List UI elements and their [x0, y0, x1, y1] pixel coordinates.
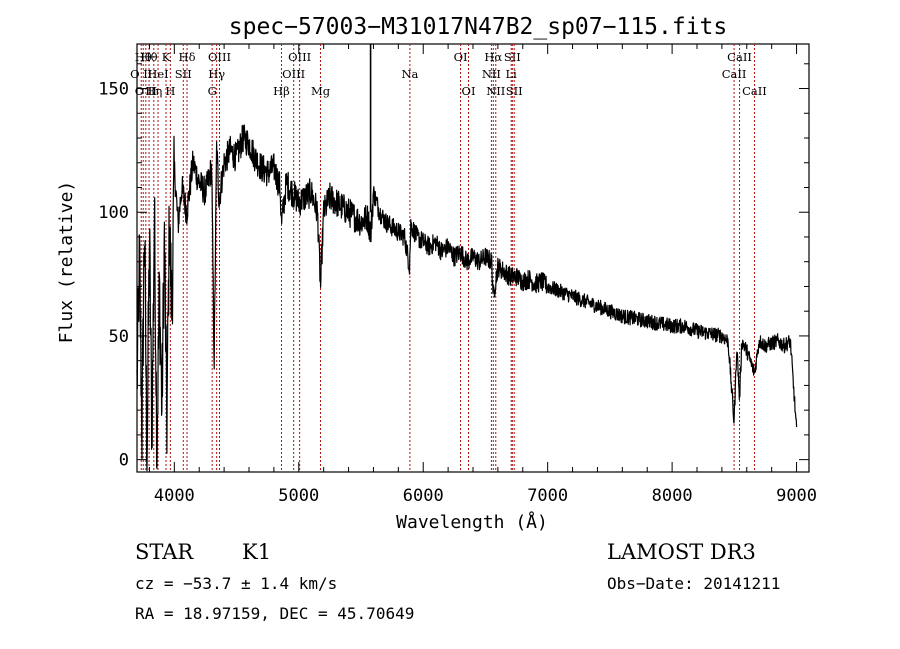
y-axis-label: Flux (relative) — [56, 181, 77, 344]
y-tick-label: 150 — [98, 80, 129, 100]
line-label: O II — [130, 67, 152, 81]
line-label: Hθ — [135, 50, 152, 64]
axis-ticks — [137, 44, 809, 472]
line-label: O II — [135, 84, 157, 98]
line-label: Hγ — [208, 67, 225, 81]
line-label: OIII — [208, 50, 231, 64]
line-label: SII — [504, 50, 521, 64]
x-tick-label: 9000 — [776, 486, 817, 506]
flux-series-line — [136, 124, 798, 472]
y-tick-label: 0 — [119, 451, 129, 471]
line-label: CaII — [727, 50, 752, 64]
line-label: Hθ — [141, 50, 158, 64]
redshift-velocity: cz = −53.7 ± 1.4 km/s — [135, 574, 338, 593]
line-label: K — [162, 50, 171, 64]
x-tick-label: 8000 — [652, 486, 693, 506]
line-label: SII — [506, 84, 523, 98]
line-markers — [140, 44, 755, 472]
line-label: Hη — [145, 84, 162, 98]
line-label: G — [208, 84, 217, 98]
x-tick-label: 6000 — [403, 486, 444, 506]
line-label: HeI — [147, 67, 168, 81]
line-label: Hβ — [273, 84, 290, 98]
line-label: CaII — [722, 67, 747, 81]
line-label: OI — [462, 84, 476, 98]
line-label: NII — [482, 67, 501, 81]
line-label: SII — [175, 67, 192, 81]
sky-coordinates: RA = 18.97159, DEC = 45.70649 — [135, 604, 415, 623]
y-tick-label: 50 — [109, 327, 129, 347]
line-label: OIII — [288, 50, 311, 64]
x-tick-label: 7000 — [527, 486, 568, 506]
line-label: NII — [486, 84, 505, 98]
line-label: OIII — [282, 67, 305, 81]
y-tick-label: 100 — [98, 203, 129, 223]
line-label: CaII — [742, 84, 767, 98]
survey-name: LAMOST DR3 — [607, 540, 756, 564]
line-label: Li — [506, 67, 518, 81]
x-tick-label: 5000 — [278, 486, 319, 506]
object-class: STAR — [135, 540, 194, 564]
line-label: H — [165, 84, 175, 98]
line-label: OI — [454, 50, 468, 64]
line-label: Na — [401, 67, 418, 81]
x-tick-label: 4000 — [154, 486, 195, 506]
observation-date: Obs−Date: 20141211 — [607, 574, 781, 593]
line-label: Hδ — [179, 50, 196, 64]
chart-title: spec−57003−M31017N47B2_sp07−115.fits — [229, 14, 728, 40]
line-label: Mg — [311, 84, 331, 98]
object-subclass: K1 — [242, 540, 272, 564]
x-axis-label: Wavelength (Å) — [396, 511, 548, 533]
line-label: Hα — [484, 50, 502, 64]
axis-tick-labels: 4000 5000 6000 7000 8000 9000 0 50 100 150 — [98, 80, 817, 506]
